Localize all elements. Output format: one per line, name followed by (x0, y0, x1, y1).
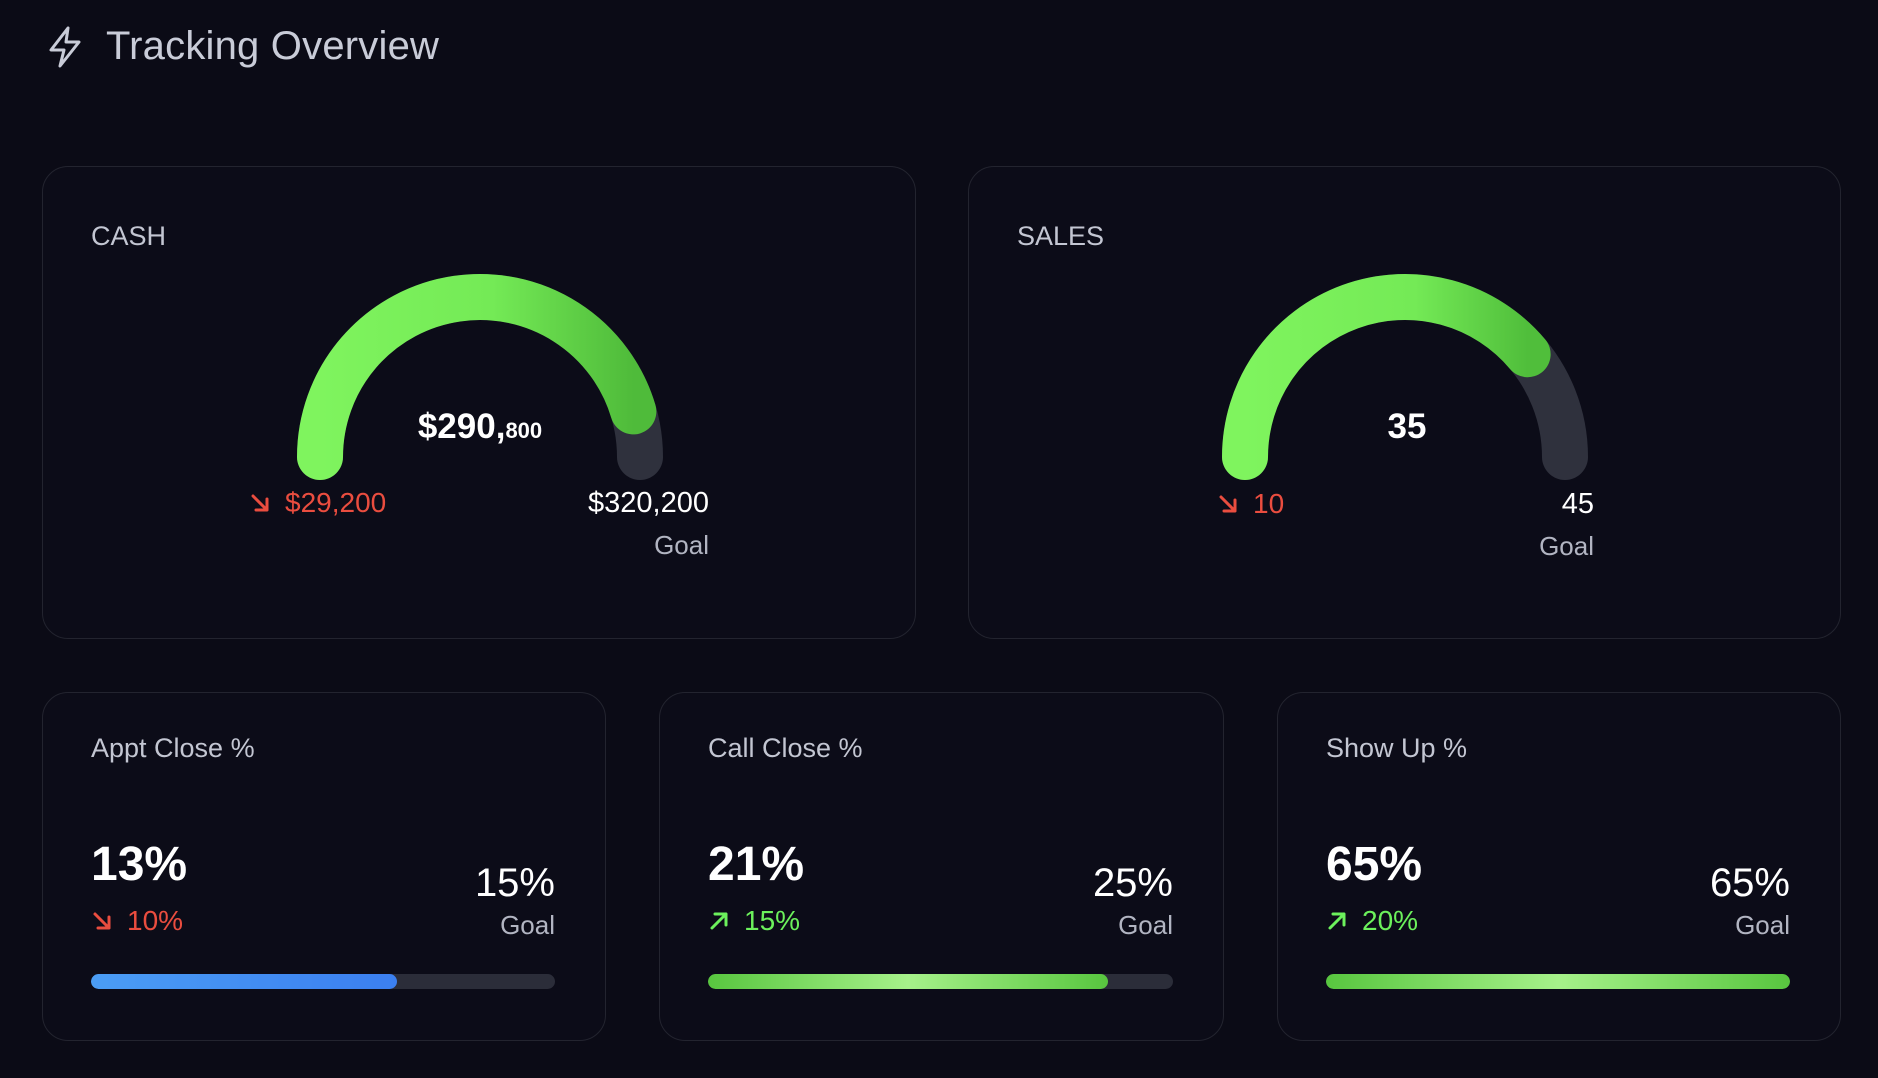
call-close-delta: 15% (708, 905, 800, 937)
show-up-delta: 20% (1326, 905, 1418, 937)
sales-card[interactable]: SALES 35 10 45 Goal (968, 166, 1841, 639)
cash-goal: $320,200 Goal (588, 487, 709, 561)
call-close-goal-value: 25% (1092, 861, 1173, 905)
call-close-label: Call Close % (708, 733, 863, 763)
sales-goal-value: 45 (1561, 488, 1594, 520)
show-up-value: 65% (1326, 838, 1423, 891)
show-up-label: Show Up % (1326, 733, 1468, 763)
lightning-icon (49, 26, 81, 67)
show-up-goal-value: 65% (1709, 861, 1790, 905)
call-close-goal-label: Goal (1118, 910, 1173, 940)
sales-delta-value: 10 (1253, 488, 1285, 519)
call-close-progress-bar (708, 974, 1173, 989)
sales-gauge-fill (1222, 274, 1551, 480)
cash-card[interactable]: CASH $290,800 $29,200 $320,200 Goal (42, 166, 916, 639)
show-up-delta-value: 20% (1362, 905, 1419, 936)
sales-card-label: SALES (1017, 221, 1105, 251)
cash-gauge-fill (297, 274, 657, 480)
cash-gauge (297, 274, 663, 480)
cash-delta-value: $29,200 (285, 487, 387, 518)
show-up-goal-label: Goal (1735, 910, 1790, 940)
appt-close-goal: 15% Goal (475, 861, 555, 941)
sales-goal: 45 Goal (1539, 488, 1594, 562)
cash-goal-label: Goal (654, 530, 709, 560)
appt-close-label: Appt Close % (91, 733, 255, 763)
appt-close-goal-label: Goal (500, 910, 555, 940)
appt-close-progress-fill (91, 974, 398, 989)
sales-goal-label: Goal (1539, 531, 1594, 561)
call-close-progress-fill (708, 974, 1108, 989)
appt-close-progress-bar (91, 974, 555, 989)
call-close-card[interactable]: Call Close % 21% 15% 25% Goal (659, 692, 1224, 1041)
arrow-down-right-icon (1219, 495, 1237, 513)
show-up-card[interactable]: Show Up % 65% 20% 65% Goal (1277, 692, 1841, 1041)
appt-close-card[interactable]: Appt Close % 13% 10% 15% Goal (42, 692, 606, 1041)
call-close-value: 21% (708, 838, 805, 891)
call-close-delta-value: 15% (744, 905, 801, 936)
call-close-goal: 25% Goal (1093, 861, 1173, 941)
arrow-down-right-icon (93, 912, 111, 930)
arrow-up-right-icon (710, 912, 728, 930)
page-header: Tracking Overview (46, 24, 439, 69)
cash-value-small: 800 (505, 418, 543, 443)
appt-close-goal-value: 15% (474, 861, 555, 905)
show-up-progress-fill (1326, 974, 1790, 989)
show-up-goal: 65% Goal (1710, 861, 1790, 941)
arrow-up-right-icon (1328, 912, 1346, 930)
sales-delta: 10 (1217, 488, 1284, 520)
show-up-progress-bar (1326, 974, 1790, 989)
page-title: Tracking Overview (106, 24, 440, 68)
sales-value: 35 (1387, 407, 1427, 446)
appt-close-value: 13% (91, 838, 188, 891)
cash-goal-value: $320,200 (588, 487, 709, 519)
arrow-down-right-icon (251, 494, 269, 512)
cash-card-label: CASH (91, 221, 167, 251)
cash-value: $290,800 (370, 407, 590, 447)
cash-delta: $29,200 (249, 487, 386, 519)
sales-gauge (1222, 274, 1588, 480)
appt-close-delta: 10% (91, 905, 183, 937)
cash-value-main: $290, (417, 407, 506, 446)
appt-close-delta-value: 10% (127, 905, 184, 936)
